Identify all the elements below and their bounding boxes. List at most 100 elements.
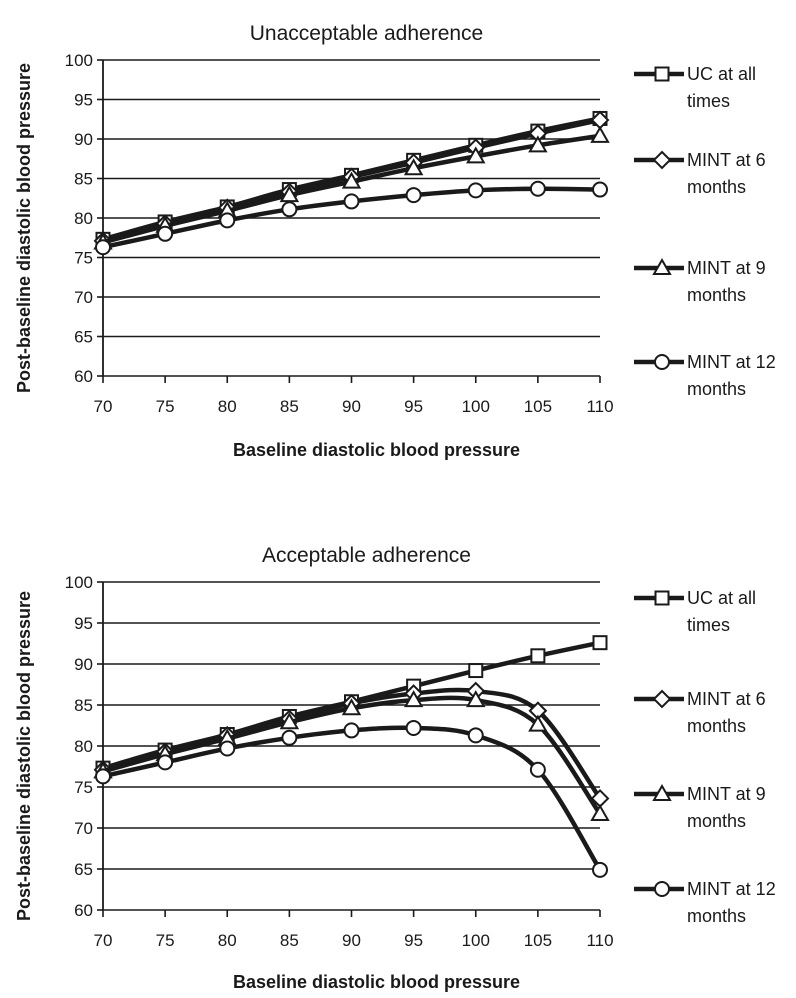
legend-entry: MINT at 12 months — [634, 352, 776, 399]
x-tick-label: 110 — [586, 931, 613, 950]
data-point-triangle — [403, 690, 424, 708]
data-point-triangle — [341, 698, 362, 716]
data-point-circle — [529, 761, 546, 778]
data-point-circle — [95, 768, 111, 785]
y-tick-label: 60 — [74, 901, 93, 920]
legend-entry: MINT at 9 months — [634, 783, 766, 831]
chart-acceptable-adherence: Acceptable adherence 60 65 70 75 80 85 90 95 100 7… — [0, 528, 796, 998]
legend-label: MINT at 12 months — [687, 352, 776, 399]
legend-entry: MINT at 9 months — [634, 257, 766, 305]
x-axis-label: Baseline diastolic blood pressure — [233, 440, 520, 460]
data-point-circle — [219, 212, 236, 229]
y-tick-label: 65 — [74, 860, 93, 879]
data-point-circle — [592, 181, 608, 198]
data-point-triangle — [590, 125, 610, 143]
y-tick-label: 75 — [74, 249, 93, 268]
y-tick-label: 70 — [74, 288, 93, 307]
legend-label: MINT at 9 months — [687, 258, 766, 305]
y-tick-label: 65 — [74, 328, 93, 347]
legend-marker-diamond — [652, 689, 672, 709]
y-tick-label: 80 — [74, 209, 93, 228]
x-tick-label: 90 — [342, 397, 361, 416]
y-tick-label: 85 — [74, 696, 93, 715]
series-circle — [95, 180, 608, 256]
x-tick-label: 85 — [280, 397, 299, 416]
legend-entry: MINT at 12 months — [634, 879, 776, 926]
y-axis-label: Post-baseline diastolic blood pressure — [14, 591, 34, 921]
data-point-triangle — [528, 135, 548, 153]
data-point-circle — [343, 193, 360, 210]
y-tick-label: 70 — [74, 819, 93, 838]
data-point-square — [530, 648, 546, 664]
x-tick-label: 75 — [156, 397, 175, 416]
legend-entry: MINT at 6 months — [634, 150, 766, 197]
chart-svg: Acceptable adherence 60 65 70 75 80 85 90 95 100 7… — [14, 544, 776, 992]
data-point-circle — [405, 719, 422, 736]
series-circle — [95, 719, 608, 878]
y-tick-label: 95 — [74, 91, 93, 110]
chart-title: Unacceptable adherence — [250, 22, 484, 45]
y-axis-label: Post-baseline diastolic blood pressure — [14, 63, 34, 393]
y-tick-label: 90 — [74, 130, 93, 149]
legend-label: MINT at 6 months — [687, 150, 766, 197]
data-point-circle — [529, 180, 546, 197]
data-point-triangle — [279, 712, 300, 730]
chart-title: Acceptable adherence — [262, 544, 471, 567]
data-point-circle — [281, 201, 298, 218]
legend-entry: MINT at 6 months — [634, 689, 766, 736]
x-tick-label: 90 — [342, 931, 361, 950]
data-point-circle — [157, 754, 174, 771]
y-tick-label: 100 — [65, 573, 93, 592]
legend-marker-square — [654, 66, 670, 82]
x-tick-label: 80 — [218, 931, 237, 950]
x-tick-label: 100 — [462, 931, 490, 950]
data-point-circle — [281, 729, 298, 746]
x-tick-label: 95 — [404, 931, 423, 950]
chart-unacceptable-adherence: Unacceptable adherence 60 65 70 75 80 85 90 95 10… — [0, 0, 796, 490]
x-tick-label: 70 — [94, 931, 113, 950]
y-tick-label: 90 — [74, 655, 93, 674]
x-tick-label: 80 — [218, 397, 237, 416]
x-tick-label: 100 — [462, 397, 490, 416]
data-point-circle — [592, 861, 608, 878]
y-tick-label: 75 — [74, 778, 93, 797]
data-point-triangle — [466, 146, 486, 164]
legend-marker-square — [654, 590, 670, 606]
legend-marker-triangle — [652, 257, 672, 275]
x-tick-label: 95 — [404, 397, 423, 416]
legend-label: UC at all times — [687, 64, 756, 111]
y-tick-label: 100 — [65, 51, 93, 70]
y-tick-label: 95 — [74, 614, 93, 633]
data-point-square — [468, 663, 484, 679]
data-point-square — [592, 635, 608, 651]
data-point-triangle — [279, 185, 300, 203]
data-point-circle — [405, 187, 422, 204]
legend-label: MINT at 9 months — [687, 784, 766, 831]
chart-svg: Unacceptable adherence 60 65 70 75 80 85 90 95 10… — [14, 22, 776, 460]
legend-marker-circle — [654, 881, 670, 897]
data-point-circle — [467, 727, 484, 744]
x-tick-label: 85 — [280, 931, 299, 950]
x-tick-label: 70 — [94, 397, 113, 416]
x-tick-label: 110 — [586, 397, 613, 416]
legend-marker-diamond — [652, 150, 672, 170]
legend-entry: UC at all times — [634, 588, 756, 635]
x-tick-label: 75 — [156, 931, 175, 950]
legend-label: UC at all times — [687, 588, 756, 635]
legend-label: MINT at 6 months — [687, 689, 766, 736]
x-tick-label: 105 — [524, 931, 552, 950]
data-point-circle — [219, 740, 236, 757]
y-tick-label: 60 — [74, 367, 93, 386]
data-point-triangle — [528, 714, 548, 732]
legend-entry: UC at all times — [634, 64, 756, 111]
x-tick-label: 105 — [524, 397, 552, 416]
data-point-circle — [467, 182, 484, 199]
data-point-triangle — [403, 158, 424, 176]
y-tick-label: 85 — [74, 170, 93, 189]
data-point-triangle — [590, 804, 610, 822]
data-point-circle — [343, 722, 360, 739]
data-point-circle — [157, 225, 174, 242]
data-point-triangle — [466, 690, 486, 708]
legend-marker-circle — [654, 354, 670, 370]
y-tick-label: 80 — [74, 737, 93, 756]
